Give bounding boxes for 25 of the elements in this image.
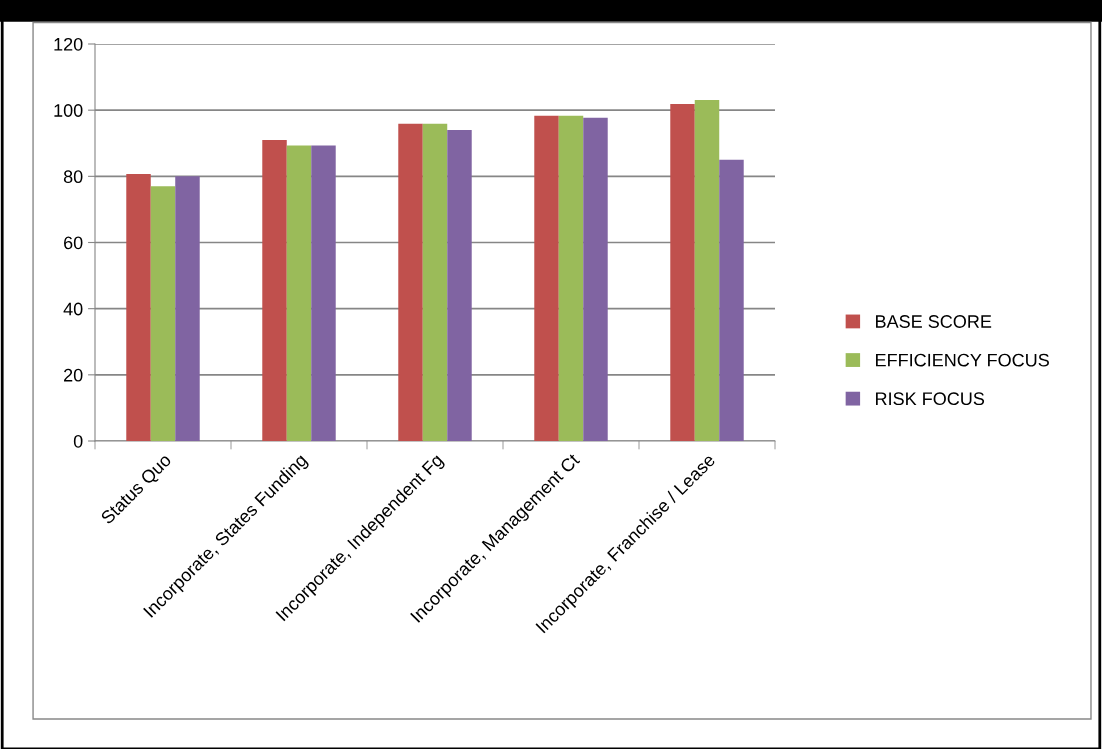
legend-label: BASE SCORE	[876, 315, 992, 328]
bar	[558, 115, 584, 441]
y-tick-label: 80	[63, 170, 83, 184]
legend-label: RISK FOCUS	[876, 392, 985, 406]
bar	[670, 103, 695, 441]
bar	[583, 117, 608, 441]
bar	[286, 145, 312, 441]
bar	[126, 174, 151, 441]
y-tick-label: 60	[64, 236, 83, 250]
y-tick-label: 0	[73, 434, 83, 448]
bar	[694, 99, 720, 441]
y-tick-label: 100	[54, 104, 83, 117]
y-tick-label: 20	[64, 368, 83, 382]
bar	[175, 176, 200, 441]
bar	[398, 123, 423, 441]
legend-label: EFFICIENCY FOCUS	[876, 353, 1049, 367]
y-tick-label: 40	[63, 302, 83, 316]
bar	[422, 123, 448, 441]
bar	[311, 145, 336, 441]
bar	[447, 130, 472, 441]
y-tick-label: 120	[54, 37, 83, 51]
bar	[150, 186, 176, 441]
bar	[719, 159, 744, 441]
bar	[262, 139, 287, 441]
bar	[534, 115, 559, 441]
